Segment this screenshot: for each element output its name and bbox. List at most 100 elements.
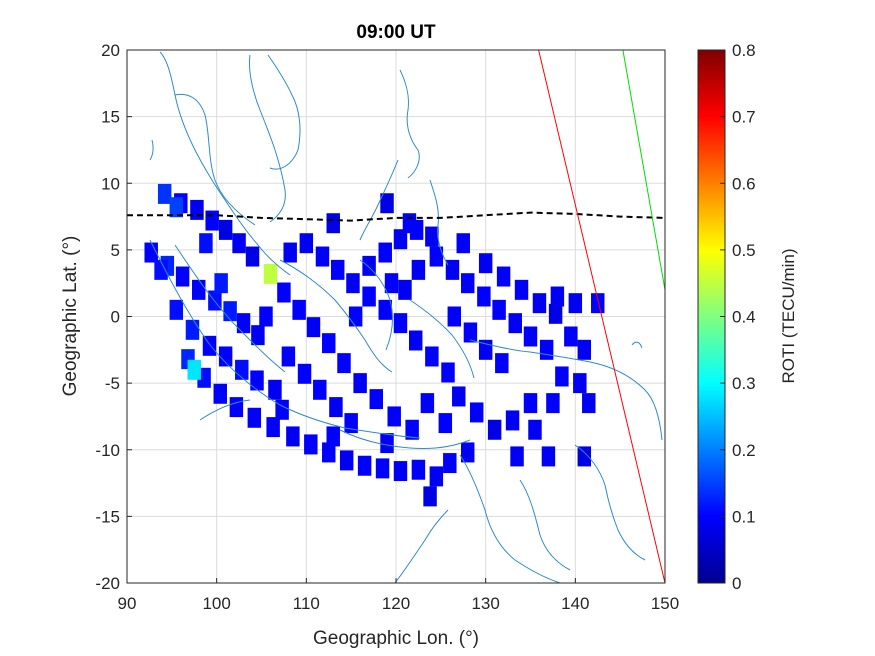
roti-cell (409, 330, 423, 351)
roti-cell (306, 317, 321, 338)
roti-cell (487, 419, 502, 440)
roti-cell (528, 419, 542, 440)
roti-cell (202, 335, 217, 356)
colorbar-tick-label: 0.8 (732, 41, 756, 60)
roti-cell (495, 353, 509, 374)
roti-cell (477, 286, 491, 307)
roti-cell (213, 383, 227, 404)
track-line (538, 50, 665, 583)
chart-title: 09:00 UT (356, 22, 436, 43)
roti-cell (577, 339, 592, 360)
roti-cell (187, 359, 201, 380)
roti-cell (469, 402, 484, 423)
roti-cell (438, 413, 453, 434)
roti-cell (192, 279, 206, 300)
roti-cell (236, 313, 251, 334)
roti-cell (348, 306, 363, 327)
roti-cell (329, 397, 343, 418)
roti-cell (322, 442, 336, 463)
roti-cell (369, 389, 383, 410)
roti-cell (218, 346, 233, 367)
overlay-lines (127, 50, 665, 583)
y-tick-label: -15 (95, 507, 120, 526)
roti-cell (185, 319, 200, 340)
roti-cell (423, 486, 437, 507)
roti-cell (429, 246, 444, 267)
roti-cell (532, 293, 547, 314)
roti-cell (441, 362, 455, 383)
roti-cell (539, 339, 554, 360)
roti-cell (505, 410, 520, 431)
y-tick-labels: 20 15 10 5 0 -5 -10 -15 -20 (95, 41, 132, 593)
roti-cell (286, 426, 300, 447)
colorbar-tick-label: 0.3 (732, 374, 756, 393)
colorbar-tick-label: 0.6 (732, 174, 756, 193)
roti-cell (387, 406, 401, 427)
x-tick-labels: 90 100 110 120 130 140 150 (118, 578, 679, 613)
roti-cell (292, 299, 306, 320)
roti-cell (169, 197, 184, 218)
roti-cell (157, 183, 172, 204)
roti-cell (425, 346, 439, 367)
roti-cell (245, 246, 260, 267)
roti-cell (378, 299, 392, 320)
y-tick-label: 20 (101, 41, 120, 60)
x-axis-label: Geographic Lon. (°) (313, 628, 479, 649)
roti-cell (393, 461, 408, 482)
roti-cell (144, 242, 158, 263)
roti-cell (337, 353, 351, 374)
roti-cell (297, 363, 312, 384)
y-axis-label: Geographic Lat. (°) (60, 236, 81, 397)
x-tick-label: 150 (651, 594, 679, 613)
roti-cell (564, 326, 578, 347)
roti-cell (281, 346, 296, 367)
roti-cell (402, 213, 417, 234)
roti-cell (405, 419, 419, 440)
roti-cell (384, 273, 399, 294)
roti-cell (420, 393, 435, 414)
roti-cell (523, 326, 538, 347)
roti-cell (492, 299, 506, 320)
roti-cell (546, 393, 560, 414)
roti-cell (577, 446, 592, 467)
roti-cell (229, 397, 244, 418)
roti-cell (362, 286, 376, 307)
roti-cell (190, 199, 204, 220)
roti-cell (315, 246, 330, 267)
roti-cell (425, 226, 439, 247)
roti-cell (447, 306, 462, 327)
x-tick-label: 110 (293, 594, 320, 613)
colorbar-tick-label: 0.1 (732, 507, 756, 526)
roti-cell (263, 263, 278, 284)
colorbar-tick-label: 0.4 (732, 308, 756, 327)
roti-cell (411, 259, 426, 280)
x-tick-label: 130 (471, 594, 499, 613)
roti-cell (461, 442, 475, 463)
roti-cell (555, 366, 569, 387)
roti-cell (375, 458, 390, 479)
roti-cell (411, 459, 426, 480)
roti-cell (541, 446, 556, 467)
roti-cell (322, 333, 336, 354)
roti-cell (247, 407, 262, 428)
roti-cell (175, 266, 190, 287)
roti-cell (548, 303, 563, 324)
roti-cell (277, 282, 291, 303)
roti-cell (461, 273, 475, 294)
roti-cell (313, 379, 327, 400)
roti-cell (346, 273, 360, 294)
roti-cell (380, 433, 394, 454)
y-tick-label: 15 (101, 108, 120, 127)
roti-cell (568, 293, 583, 314)
colorbar-tick-label: 0 (732, 574, 741, 593)
roti-cell (250, 370, 264, 391)
roti-cell (199, 233, 213, 254)
x-tick-label: 120 (382, 594, 410, 613)
roti-cell (550, 286, 565, 307)
y-tick-label: -10 (95, 441, 120, 460)
y-tick-label: 5 (111, 241, 120, 260)
roti-cell (205, 210, 219, 231)
roti-cell (496, 266, 511, 287)
colorbar-label: ROTI (TECU/min) (779, 248, 798, 383)
